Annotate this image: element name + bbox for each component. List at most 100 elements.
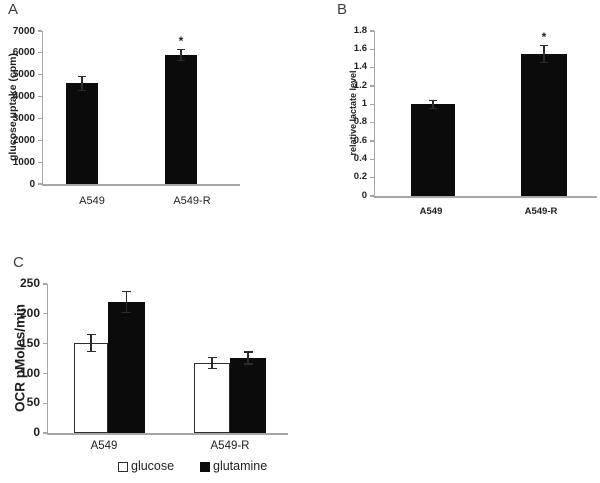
y-tick-mark xyxy=(37,74,42,76)
panel-c-plot-area: 0 50 100 150 200 250 A549 A549-R glucose glutamin… xyxy=(0,240,300,483)
y-tick-label: 1.8 xyxy=(353,24,367,36)
y-tick-mark xyxy=(369,30,374,32)
error-bar-line xyxy=(81,75,83,92)
y-tick-label: 0.6 xyxy=(353,134,367,146)
y-tick-mark xyxy=(369,103,374,105)
error-bar-line xyxy=(211,356,213,369)
panel-a-letter: A xyxy=(8,1,19,18)
legend-swatch-glutamine xyxy=(200,462,210,472)
glucose-bar-a549-r xyxy=(194,362,230,433)
x-category-label: A549-R xyxy=(173,195,211,207)
y-tick-mark xyxy=(42,372,47,374)
error-bar-cap-top xyxy=(243,351,253,353)
glucose-bar-a549 xyxy=(74,343,108,433)
y-tick-label: 1 xyxy=(361,98,367,110)
error-bar-line xyxy=(247,351,249,365)
error-bar-cap-top xyxy=(207,356,217,358)
y-tick-label: 0.2 xyxy=(353,171,367,183)
legend-label-glucose: glucose xyxy=(131,459,175,473)
error-bar-cap-top xyxy=(78,75,86,77)
error-bar-line xyxy=(180,48,182,62)
bar-a549-r xyxy=(521,53,567,196)
error-bar-cap-bottom xyxy=(78,90,86,92)
error-bar-cap-top xyxy=(429,99,437,101)
y-tick-label: 0 xyxy=(361,189,367,201)
error-bar-cap-bottom xyxy=(122,311,131,313)
bar-a549 xyxy=(411,104,455,196)
y-tick-mark xyxy=(42,402,47,404)
panel-a: A glucose uptake (cpm) 0 1000 2000 3000 4000… xyxy=(0,0,300,240)
x-category-label: A549-R xyxy=(524,206,558,217)
error-bar-cap-bottom xyxy=(429,107,437,110)
error-bar-cap-top xyxy=(540,44,548,46)
y-tick-mark xyxy=(369,177,374,179)
bar-a549 xyxy=(66,83,98,184)
y-tick-label: 0.4 xyxy=(353,153,367,165)
y-tick-label: 2000 xyxy=(12,134,35,146)
y-tick-mark xyxy=(42,432,47,434)
y-tick-mark xyxy=(369,158,374,160)
x-axis-line xyxy=(41,184,240,186)
error-bar-line xyxy=(543,44,545,64)
y-axis-line xyxy=(373,31,375,198)
glutamine-bar-a549 xyxy=(108,301,145,433)
y-tick-mark xyxy=(369,67,374,69)
y-tick-label: 0 xyxy=(29,178,35,190)
significance-asterisk: * xyxy=(178,33,184,48)
y-tick-label: 50 xyxy=(26,395,40,410)
x-category-label: A549 xyxy=(90,440,118,452)
error-bar-cap-bottom xyxy=(243,363,253,365)
y-tick-label: 1.2 xyxy=(353,79,367,91)
glutamine-bar-a549-r xyxy=(230,357,266,433)
y-tick-label: 1.4 xyxy=(353,61,367,73)
y-tick-label: 250 xyxy=(19,276,40,291)
y-tick-label: 1000 xyxy=(12,156,35,168)
y-tick-label: 4000 xyxy=(12,91,35,103)
x-category-label: A549 xyxy=(419,206,443,217)
error-bar-cap-bottom xyxy=(86,350,96,353)
y-tick-mark xyxy=(37,161,42,163)
error-bar-line xyxy=(125,291,128,313)
y-tick-label: 1.6 xyxy=(353,43,367,55)
y-tick-mark xyxy=(42,283,47,285)
y-tick-label: 3000 xyxy=(12,112,35,124)
y-tick-mark xyxy=(37,117,42,120)
y-axis-line xyxy=(46,284,48,435)
error-bar-line xyxy=(432,99,434,109)
error-bar-cap-bottom xyxy=(540,62,548,64)
panel-b: B relative lactate level 0 0.2 0.4 0.6 0.8 1 1… xyxy=(300,0,600,240)
panel-b-plot-area: 0 0.2 0.4 0.6 0.8 1 1.2 1.4 1.6 1.8 * A549 A549-R xyxy=(300,0,600,240)
panel-c: C OCR pMoles/min 0 50 100 150 200 250 A549 A549… xyxy=(0,240,300,483)
y-tick-mark xyxy=(369,85,374,87)
y-tick-label: 6000 xyxy=(12,47,35,59)
bar-a549-r xyxy=(165,55,197,184)
y-tick-mark xyxy=(37,183,42,185)
error-bar-cap-top xyxy=(122,291,131,293)
y-tick-mark xyxy=(42,343,47,345)
y-tick-label: 7000 xyxy=(12,25,35,37)
y-tick-label: 5000 xyxy=(12,69,35,81)
significance-asterisk: * xyxy=(541,29,547,44)
error-bar-cap-bottom xyxy=(207,367,217,369)
legend-swatch-glucose xyxy=(118,462,128,472)
panel-c-letter: C xyxy=(13,254,24,271)
error-bar-line xyxy=(90,334,92,352)
y-tick-label: 150 xyxy=(19,335,40,350)
y-tick-mark xyxy=(37,30,42,32)
y-tick-label: 200 xyxy=(19,306,40,320)
y-axis-line xyxy=(41,31,43,186)
y-tick-mark xyxy=(37,139,42,141)
y-tick-mark xyxy=(369,195,374,197)
y-tick-mark xyxy=(37,95,42,98)
error-bar-cap-top xyxy=(86,334,96,336)
y-tick-mark xyxy=(37,52,42,54)
panel-a-plot-area: 0 1000 2000 3000 4000 5000 6000 7000 * A549 A549-R xyxy=(0,0,300,240)
x-category-label: A549-R xyxy=(210,440,250,452)
y-tick-mark xyxy=(42,313,47,315)
x-axis-line xyxy=(46,433,288,435)
x-category-label: A549 xyxy=(79,195,105,207)
y-tick-label: 0 xyxy=(33,425,40,440)
x-axis-line xyxy=(373,196,597,198)
y-tick-mark xyxy=(369,140,374,142)
